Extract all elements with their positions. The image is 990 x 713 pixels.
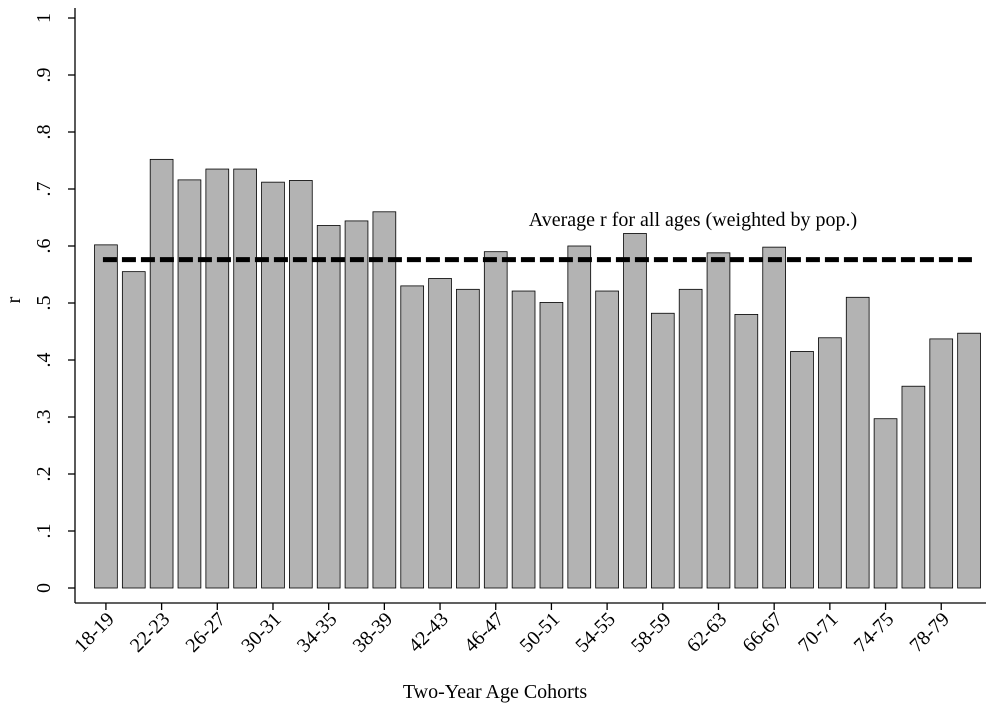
bar bbox=[233, 168, 257, 589]
x-tick-label: 74-75 bbox=[850, 608, 899, 657]
bar bbox=[428, 278, 452, 589]
bar bbox=[790, 351, 814, 589]
y-tick-label: .3 bbox=[33, 410, 55, 425]
y-tick-label: .5 bbox=[33, 296, 55, 311]
bar bbox=[177, 179, 202, 589]
y-tick-label: .8 bbox=[33, 125, 55, 140]
bar bbox=[400, 285, 425, 589]
y-axis-title: r bbox=[3, 296, 25, 303]
bar bbox=[678, 288, 703, 589]
x-tick-label: 50-51 bbox=[516, 608, 565, 657]
bar bbox=[595, 290, 619, 589]
x-tick-label: 58-59 bbox=[627, 608, 676, 657]
bar bbox=[149, 158, 174, 589]
x-tick-label: 54-55 bbox=[571, 608, 620, 657]
bar bbox=[650, 312, 675, 589]
bar bbox=[623, 233, 647, 589]
x-tick-label: 22-23 bbox=[126, 608, 175, 657]
bar bbox=[289, 180, 313, 589]
x-tick-label: 30-31 bbox=[237, 608, 286, 657]
y-tick-label: .6 bbox=[33, 239, 55, 254]
bar bbox=[94, 244, 118, 589]
x-tick-label: 78-79 bbox=[905, 608, 954, 657]
bar bbox=[483, 251, 508, 589]
y-tick-label: .4 bbox=[33, 353, 55, 368]
y-tick-label: .1 bbox=[33, 524, 55, 539]
y-tick-label: .9 bbox=[33, 68, 55, 83]
bar bbox=[372, 211, 397, 589]
bar bbox=[205, 168, 230, 589]
bar bbox=[511, 290, 536, 589]
annotation: Average r for all ages (weighted by pop.… bbox=[529, 209, 857, 231]
bar bbox=[818, 337, 842, 589]
bar bbox=[901, 385, 926, 589]
x-tick-label: 26-27 bbox=[182, 608, 231, 657]
y-tick-label: 1 bbox=[33, 13, 55, 23]
x-tick-label: 70-71 bbox=[794, 608, 843, 657]
bar bbox=[567, 245, 592, 589]
x-tick-label: 38-39 bbox=[349, 608, 398, 657]
y-tick-label: 0 bbox=[33, 583, 55, 593]
x-tick-label: 34-35 bbox=[293, 608, 342, 657]
x-tick-label: 42-43 bbox=[404, 608, 453, 657]
bar bbox=[316, 225, 341, 589]
bar bbox=[261, 181, 285, 589]
bar bbox=[121, 271, 146, 589]
bar bbox=[873, 418, 898, 589]
x-tick-label: 66-67 bbox=[738, 608, 787, 657]
bar bbox=[706, 252, 731, 589]
x-tick-label: 46-47 bbox=[460, 608, 509, 657]
bar bbox=[539, 302, 564, 589]
bar bbox=[845, 296, 870, 589]
y-tick-label: .7 bbox=[33, 182, 55, 197]
bar bbox=[929, 338, 954, 589]
x-axis-title: Two-Year Age Cohorts bbox=[403, 681, 588, 703]
x-tick-label: 18-19 bbox=[70, 608, 119, 657]
y-tick-label: .2 bbox=[33, 467, 55, 482]
bar bbox=[762, 246, 786, 589]
bar bbox=[456, 288, 480, 589]
bar bbox=[734, 313, 759, 589]
bar bbox=[344, 220, 369, 589]
x-tick-label: 62-63 bbox=[683, 608, 732, 657]
bar bbox=[957, 332, 981, 589]
